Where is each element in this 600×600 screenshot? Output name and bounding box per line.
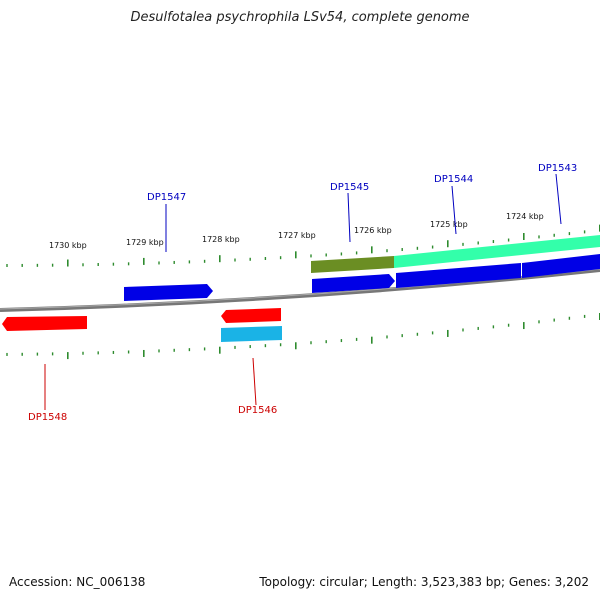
label-leaders	[44, 173, 562, 410]
cds-dp1546[interactable]	[221, 308, 281, 323]
inner-tick-row	[6, 313, 600, 360]
map-title: Desulfotalea psychrophila LSv54, complet…	[130, 10, 470, 25]
olive-feature[interactable]	[311, 256, 394, 273]
kbp-label-1724: 1724 kbp	[506, 212, 544, 221]
cyan-feature[interactable]	[221, 326, 282, 342]
genome-backbone	[0, 268, 600, 312]
gene-label-dp1548[interactable]: DP1548	[28, 412, 67, 423]
kbp-label-1727: 1727 kbp	[278, 231, 316, 240]
gene-label-dp1544[interactable]: DP1544	[434, 174, 473, 185]
gene-label-dp1546[interactable]: DP1546	[238, 405, 277, 416]
cds-dp1545[interactable]	[312, 274, 395, 293]
kbp-label-1729: 1729 kbp	[126, 238, 164, 247]
gene-label-dp1547[interactable]: DP1547	[147, 192, 186, 203]
kbp-label-1725: 1725 kbp	[430, 220, 468, 229]
cds-dp1544[interactable]	[396, 263, 521, 288]
kbp-label-1728: 1728 kbp	[202, 235, 240, 244]
kbp-scale: 1730 kbp 1729 kbp 1728 kbp 1727 kbp 1726…	[49, 212, 544, 250]
cds-dp1543[interactable]	[522, 254, 600, 278]
genome-stats: Topology: circular; Length: 3,523,383 bp…	[259, 575, 589, 589]
cds-dp1547[interactable]	[124, 284, 213, 301]
kbp-label-1730: 1730 kbp	[49, 241, 87, 250]
cds-dp1548[interactable]	[2, 316, 87, 331]
kbp-label-1726: 1726 kbp	[354, 226, 392, 235]
mint-feature[interactable]	[394, 235, 600, 268]
accession-label: Accession: NC_006138	[9, 575, 146, 589]
gene-label-dp1545[interactable]: DP1545	[330, 182, 369, 193]
gene-label-dp1543[interactable]: DP1543	[538, 163, 577, 174]
